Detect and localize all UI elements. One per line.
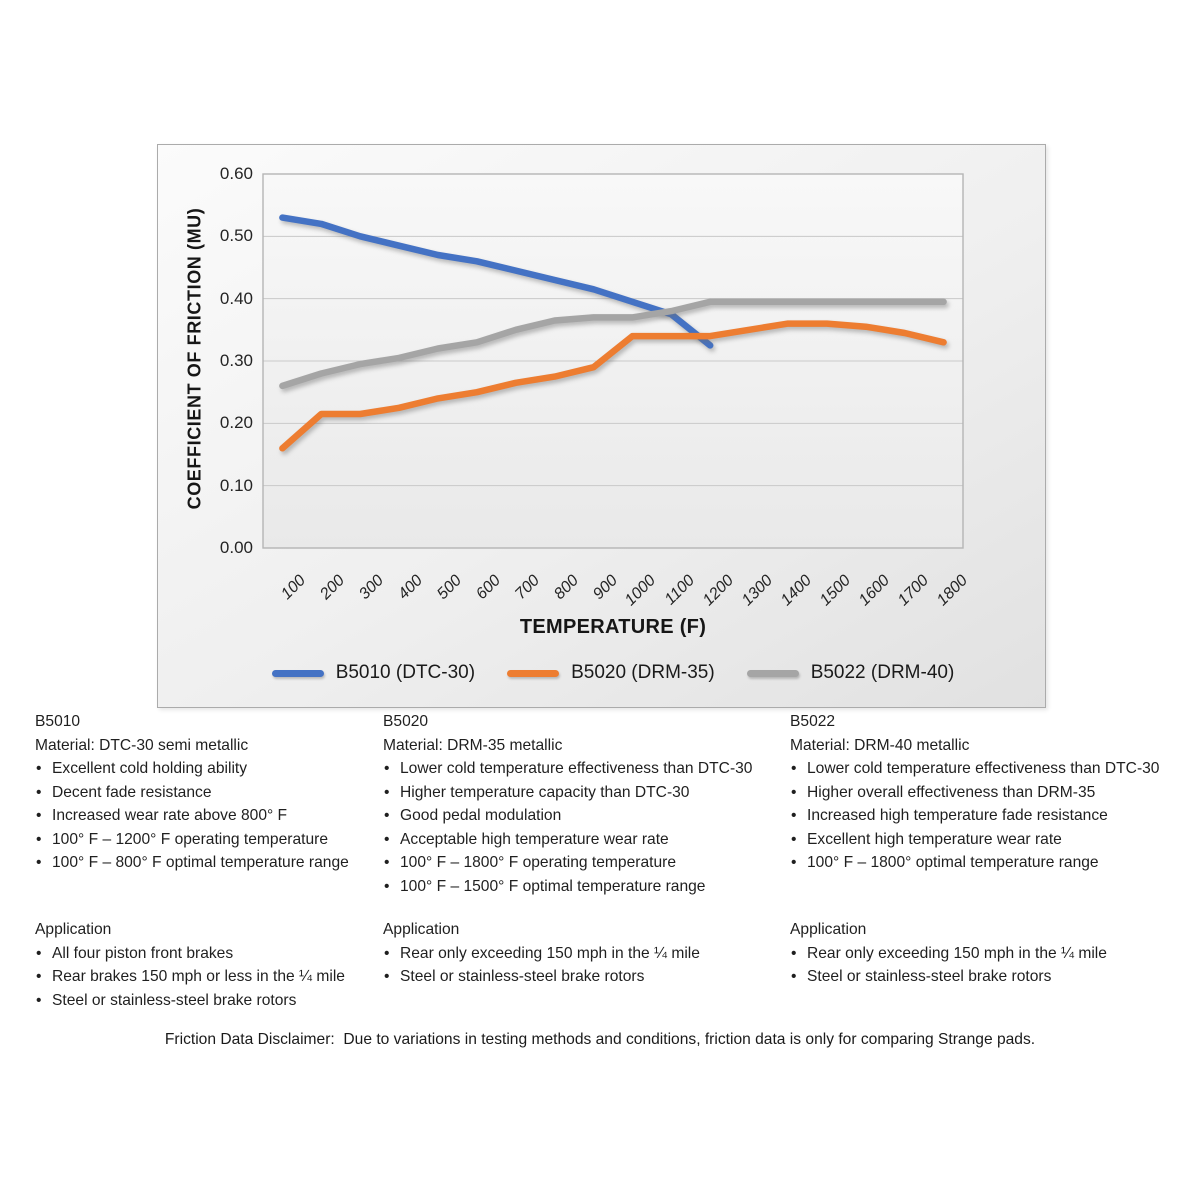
application-bullet: Rear only exceeding 150 mph in the ¼ mil… bbox=[790, 942, 1198, 966]
pad-spec-column-b5010: B5010 Material: DTC-30 semi metallic Excel… bbox=[35, 710, 380, 875]
application-bullet: Rear only exceeding 150 mph in the ¼ mil… bbox=[383, 942, 787, 966]
y-tick-label: 0.20 bbox=[219, 413, 253, 433]
pad-spec-column-b5022: B5022 Material: DRM-40 metallic Lower cold… bbox=[790, 710, 1198, 875]
pad-material-line: Material: DRM-35 metallic bbox=[383, 736, 563, 754]
pad-model-heading: B5020 bbox=[383, 713, 429, 730]
pad-feature-bullet: Lower cold temperature effectiveness tha… bbox=[790, 757, 1198, 781]
friction-line-chart bbox=[262, 173, 964, 549]
pad-feature-bullet: Increased wear rate above 800° F bbox=[35, 804, 380, 828]
pad-feature-bullet: 100° F – 1800° F operating temperature bbox=[383, 851, 787, 875]
pad-model-heading: B5010 bbox=[35, 713, 81, 730]
y-tick-label: 0.40 bbox=[219, 288, 253, 308]
application-bullet: Steel or stainless-steel brake rotors bbox=[35, 989, 380, 1013]
legend-label-b5010: B5010 (DTC-30) bbox=[335, 662, 476, 683]
application-bullet: Steel or stainless-steel brake rotors bbox=[383, 965, 787, 989]
y-tick-label: 0.10 bbox=[219, 475, 253, 495]
pad-feature-bullet: Lower cold temperature effectiveness tha… bbox=[383, 757, 787, 781]
legend-item-b5022: B5022 (DRM-40) bbox=[746, 662, 955, 684]
legend-item-b5010: B5010 (DTC-30) bbox=[271, 662, 476, 684]
legend-swatch-b5010 bbox=[271, 669, 324, 677]
pad-model-heading: B5022 bbox=[790, 713, 836, 730]
application-bullet: All four piston front brakes bbox=[35, 942, 380, 966]
pad-feature-bullet: Higher temperature capacity than DTC-30 bbox=[383, 781, 787, 805]
pad-feature-bullet: Excellent cold holding ability bbox=[35, 757, 380, 781]
pad-spec-column-b5020: B5020 Material: DRM-35 metallic Lower cold… bbox=[383, 710, 787, 898]
application-bullet: Rear brakes 150 mph or less in the ¼ mil… bbox=[35, 965, 380, 989]
y-tick-label: 0.30 bbox=[219, 351, 253, 370]
pad-material-line: Material: DTC-30 semi metallic bbox=[35, 736, 249, 754]
application-bullet: Steel or stainless-steel brake rotors bbox=[790, 965, 1198, 989]
legend-swatch-b5020 bbox=[507, 669, 560, 677]
pad-feature-bullet: Increased high temperature fade resistan… bbox=[790, 804, 1198, 828]
disclaimer-text: Friction Data Disclaimer: Due to variati… bbox=[164, 1031, 1036, 1048]
y-tick-label: 0.50 bbox=[219, 226, 253, 246]
application-heading: Application bbox=[383, 921, 460, 938]
plot-border bbox=[262, 173, 964, 549]
pad-feature-bullet: 100° F – 800° F optimal temperature rang… bbox=[35, 851, 380, 875]
friction-chart-panel: COEFFICIENT OF FRICTION (MU) 0.60 0.50 0.4… bbox=[157, 144, 1046, 708]
pad-feature-bullet: Acceptable high temperature wear rate bbox=[383, 828, 787, 852]
application-heading: Application bbox=[35, 921, 112, 938]
series-line-b5022 bbox=[279, 298, 947, 390]
pad-feature-bullet: Excellent high temperature wear rate bbox=[790, 828, 1198, 852]
pad-feature-bullet: Decent fade resistance bbox=[35, 781, 380, 805]
x-axis-title: TEMPERATURE (F) bbox=[519, 616, 707, 638]
series-line-b5020 bbox=[279, 320, 947, 452]
pad-application-column-b5022: Application Rear only exceeding 150 mph i… bbox=[790, 918, 1198, 989]
pad-feature-bullet: 100° F – 1500° F optimal temperature ran… bbox=[383, 875, 787, 899]
y-tick-label: 0.60 bbox=[219, 164, 253, 183]
legend-label-b5022: B5022 (DRM-40) bbox=[810, 662, 955, 683]
y-tick-label: 0.00 bbox=[219, 538, 253, 557]
pad-application-column-b5020: Application Rear only exceeding 150 mph i… bbox=[383, 918, 787, 989]
pad-feature-bullet: Higher overall effectiveness than DRM-35 bbox=[790, 781, 1198, 805]
series-line-b5010 bbox=[279, 214, 714, 349]
legend-item-b5020: B5020 (DRM-35) bbox=[507, 662, 715, 684]
pad-material-line: Material: DRM-40 metallic bbox=[790, 736, 970, 754]
pad-feature-bullet: 100° F – 1200° F operating temperature bbox=[35, 828, 380, 852]
pad-feature-bullet: Good pedal modulation bbox=[383, 804, 787, 828]
pad-feature-bullet: 100° F – 1800° optimal temperature range bbox=[790, 851, 1198, 875]
chart-legend: B5010 (DTC-30) B5020 (DRM-35) B5022 (DRM… bbox=[263, 662, 963, 684]
application-heading: Application bbox=[790, 921, 867, 938]
legend-label-b5020: B5020 (DRM-35) bbox=[571, 662, 715, 683]
pad-application-column-b5010: Application All four piston front brakesR… bbox=[35, 918, 380, 1012]
legend-swatch-b5022 bbox=[746, 669, 799, 677]
